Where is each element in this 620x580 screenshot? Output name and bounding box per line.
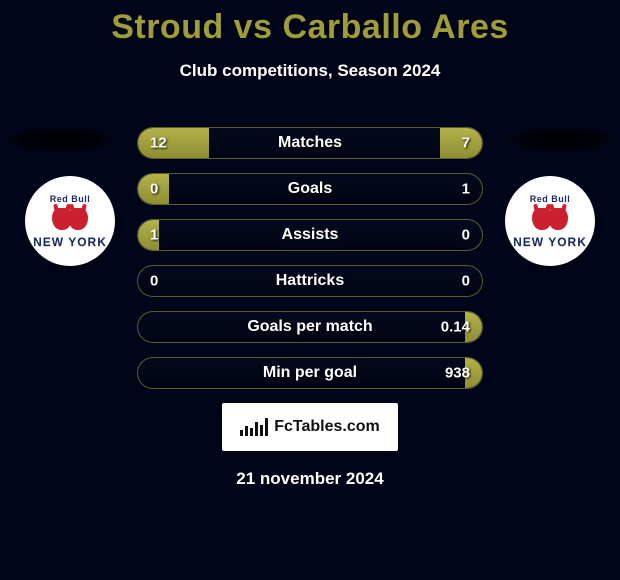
stat-row: 0 0 Hattricks [137,265,483,297]
stat-fill-left [138,128,209,158]
stat-value-left: 0 [150,273,158,290]
stat-value-right: 938 [445,365,470,382]
left-team-brand-bottom: NEW YORK [33,235,107,249]
stat-label: Assists [282,226,339,244]
stat-row: 0.14 Goals per match [137,311,483,343]
stat-value-right: 0 [462,273,470,290]
right-team-brand-top: Red Bull [530,194,571,204]
stat-value-right: 7 [462,135,470,152]
red-bull-icon [528,204,572,234]
fctables-logo-text: FcTables.com [274,418,380,436]
stat-value-right: 0.14 [441,319,470,336]
stat-value-left: 12 [150,135,167,152]
stat-label: Goals per match [247,318,372,336]
red-bull-icon [48,204,92,234]
page-title: Stroud vs Carballo Ares [0,8,620,47]
left-team-brand-top: Red Bull [50,194,91,204]
fctables-logo: FcTables.com [222,403,398,451]
stat-row: 1 0 Assists [137,219,483,251]
stat-value-right: 0 [462,227,470,244]
comparison-card: Stroud vs Carballo Ares Club competition… [0,0,620,580]
left-team-disc: Red Bull NEW YORK [25,176,115,266]
stat-row: 0 1 Goals [137,173,483,205]
stat-value-left: 1 [150,227,158,244]
subtitle: Club competitions, Season 2024 [0,61,620,81]
left-team-badge: Red Bull NEW YORK [20,176,120,266]
stat-value-right: 1 [462,181,470,198]
right-shadow [505,126,615,154]
stat-label: Goals [288,180,332,198]
stat-row: 938 Min per goal [137,357,483,389]
right-team-brand-bottom: NEW YORK [513,235,587,249]
footer-date: 21 november 2024 [0,469,620,489]
stat-label: Matches [278,134,342,152]
right-team-badge: Red Bull NEW YORK [500,176,600,266]
stat-value-left: 0 [150,181,158,198]
bar-chart-icon [240,418,268,436]
right-team-disc: Red Bull NEW YORK [505,176,595,266]
stat-label: Min per goal [263,364,357,382]
left-shadow [5,126,115,154]
stat-row: 12 7 Matches [137,127,483,159]
stat-label: Hattricks [276,272,344,290]
